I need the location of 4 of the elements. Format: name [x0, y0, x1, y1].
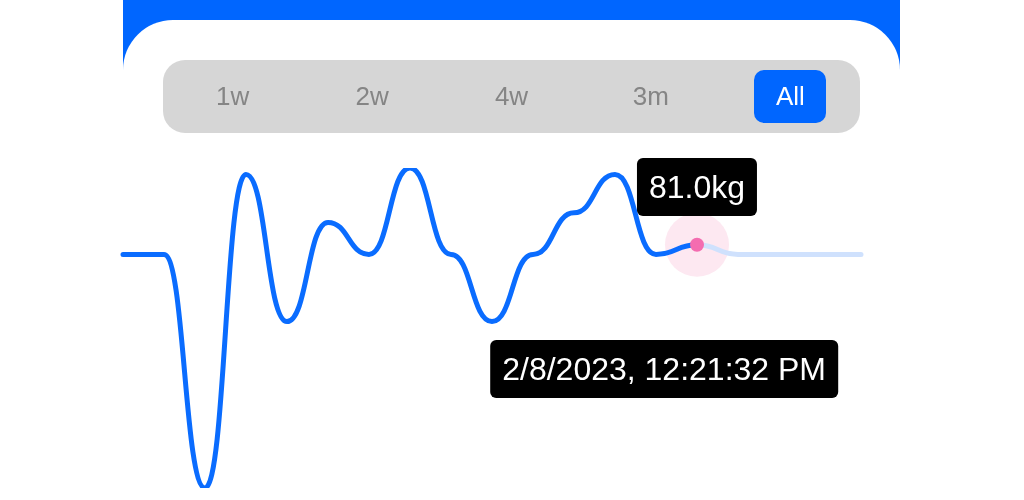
tab-button: All — [754, 70, 827, 123]
segmented-control: 1w 2w 4w 3m All — [163, 60, 860, 133]
annotation: 81.0kg — [636, 157, 758, 216]
annotation: 2/8/2023, 12:21:32 PM — [490, 339, 838, 398]
